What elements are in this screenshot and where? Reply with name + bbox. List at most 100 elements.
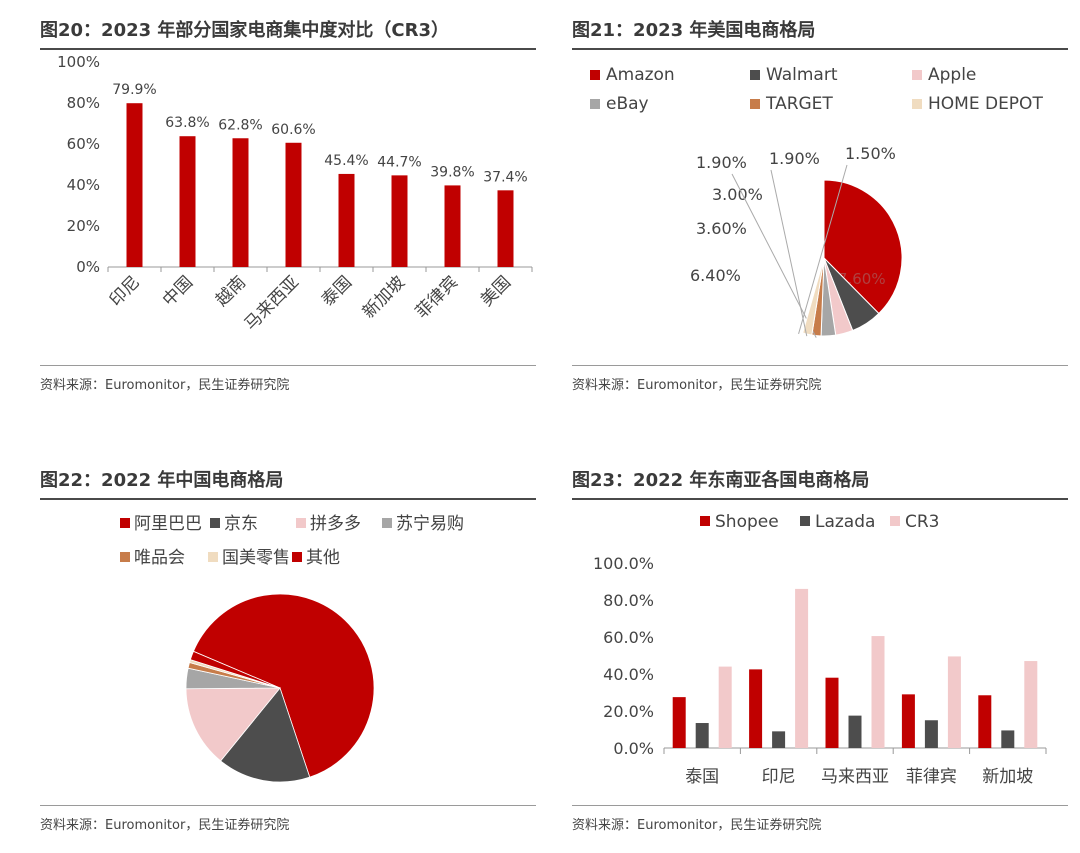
pie-slice [192,593,375,778]
legend-label: TARGET [765,94,833,114]
legend-swatch [700,516,710,526]
y-tick-label: 100% [57,53,100,71]
legend-label: 唯品会 [134,548,185,568]
bar [947,656,961,748]
panel-fig20: 图20：2023 年部分国家电商集中度对比（CR3） 0% 20% 40% 60% 80… [40,10,540,400]
bar [232,138,249,267]
leader-line [731,173,817,338]
data-label: 62.8% [218,117,262,133]
panel-title: 图21：2023 年美国电商格局 [572,20,816,41]
source-note: 资料来源：Euromonitor，民生证券研究院 [572,818,822,833]
bar [1001,730,1015,748]
data-label: 44.7% [377,154,421,170]
x-tick-label: 越南 [212,272,250,310]
legend-label: HOME DEPOT [928,94,1043,114]
legend-swatch [292,552,302,562]
legend-label: Shopee [715,512,779,532]
legend-label: Lazada [815,512,875,532]
bar [497,190,514,267]
source-note: 资料来源：Euromonitor，民生证券研究院 [572,378,822,393]
source-rule [572,805,1068,806]
pie-slice [802,257,825,336]
pie-slice [185,687,281,762]
title-rule [572,48,1068,50]
x-tick-label: 马来西亚 [241,272,303,334]
bar-chart-fig20: 0% 20% 40% 60% 80% 100% 79.9% 印尼 63.8% 中国 62.8% 越南 6… [57,53,533,335]
y-tick-label: 80% [67,94,100,112]
panel-title: 图20：2023 年部分国家电商集中度对比（CR3） [40,20,450,41]
x-tick-label: 新加坡 [359,272,409,322]
source-rule [40,365,536,366]
y-tick-label: 0.0% [613,739,654,758]
legend-swatch [912,70,922,80]
legend-swatch [890,516,900,526]
slice-label: 1.90% [769,149,820,168]
legend-label: 京东 [224,514,258,534]
y-tick-label: 20.0% [603,702,654,721]
panel-fig22: 图22：2022 年中国电商格局 阿里巴巴 京东 拼多多 苏宁易购 唯品会 国美零售 其他 … [40,460,540,850]
bar [1024,661,1038,748]
pie-slice [823,179,903,315]
legend-swatch [750,70,760,80]
legend-swatch [590,70,600,80]
bar [825,677,839,748]
x-tick-label: 印尼 [106,272,144,310]
bar [126,103,143,267]
y-tick-label: 100.0% [593,554,654,573]
bar [338,173,355,267]
bar [772,731,786,748]
legend-swatch [208,552,218,562]
bar [391,175,408,267]
legend-swatch [120,518,130,528]
data-label: 45.4% [324,153,368,169]
bar-chart-fig23: Shopee Lazada CR3 0.0% 20.0% 40.0% 60.0% 80.0% 1… [593,512,1047,787]
bar [901,694,915,748]
legend-swatch [750,99,760,109]
x-tick-label: 印尼 [762,767,796,787]
source-note: 资料来源：Euromonitor，民生证券研究院 [40,818,290,833]
bar [749,669,763,748]
slice-label: 3.00% [712,185,763,204]
x-tick-label: 新加坡 [982,767,1033,787]
leader-line [798,164,848,334]
legend-label: Apple [928,65,976,85]
slice-label: 1.50% [845,144,896,163]
legend-label: 拼多多 [310,514,361,534]
x-tick-label: 中国 [159,272,197,310]
bar [718,666,732,748]
bar [695,723,709,748]
y-tick-label: 40% [67,176,100,194]
bar [978,695,992,748]
panel-title: 图22：2022 年中国电商格局 [40,470,284,491]
x-tick-label: 泰国 [685,767,719,787]
data-label: 37.4% [483,169,527,185]
y-tick-label: 60% [67,135,100,153]
legend-label: 其他 [306,548,340,568]
bar [285,142,302,267]
bar [179,136,196,267]
legend-swatch [120,552,130,562]
y-tick-label: 60.0% [603,628,654,647]
bar [848,715,862,748]
x-tick-label: 菲律宾 [906,767,957,787]
legend-swatch [800,516,810,526]
x-tick-label: 泰国 [318,272,356,310]
data-label: 79.9% [112,82,156,98]
data-label: 63.8% [165,115,209,131]
y-tick-label: 40.0% [603,665,654,684]
title-rule [572,498,1068,500]
title-rule [40,48,536,50]
panel-fig21: 图21：2023 年美国电商格局 Amazon Walmart Apple eBay T… [572,10,1072,400]
data-label: 39.8% [430,164,474,180]
legend-swatch [296,518,306,528]
bar [871,636,885,748]
bar [924,720,938,748]
x-tick-label: 美国 [477,272,515,310]
panel-fig23: 图23：2022 年东南亚各国电商格局 Shopee Lazada CR3 0.0% 2… [572,460,1072,850]
legend-label: 苏宁易购 [396,514,464,534]
source-rule [40,805,536,806]
bar [795,588,809,748]
legend-label: Amazon [606,65,675,85]
source-note: 资料来源：Euromonitor，民生证券研究院 [40,378,290,393]
